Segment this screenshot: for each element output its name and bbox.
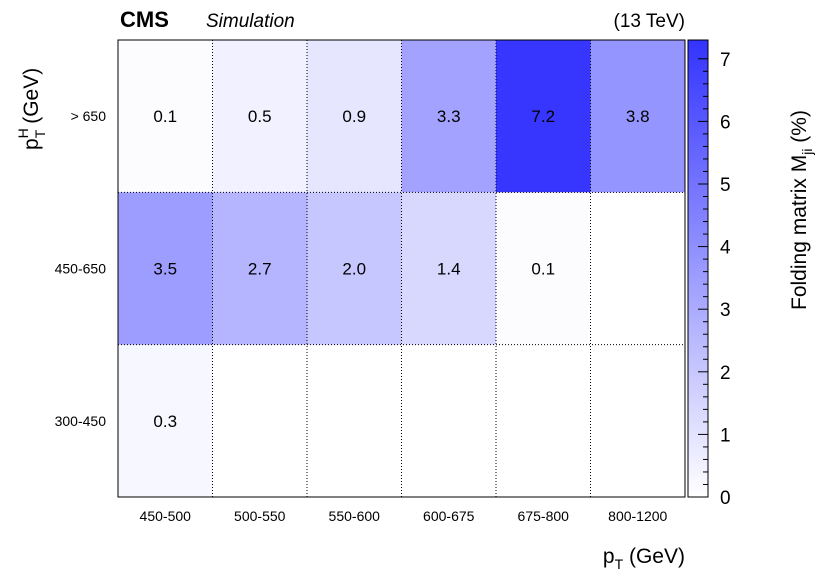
x-tick-label: 800-1200 (608, 508, 667, 524)
x-tick-label: 675-800 (518, 508, 570, 524)
heatmap-cell (118, 344, 213, 497)
x-axis-label: pT (GeV) (603, 545, 685, 572)
heatmap-cell (212, 40, 307, 193)
cell-value-label: 3.3 (437, 107, 461, 126)
heatmap-cell (212, 192, 307, 345)
energy-label: (13 TeV) (614, 11, 685, 32)
cells-layer (118, 40, 685, 497)
colorbar-tick-label: 4 (720, 238, 731, 259)
heatmap-cell (401, 40, 496, 193)
cell-value-label: 3.8 (626, 107, 650, 126)
cell-value-label: 0.5 (248, 107, 272, 126)
y-tick-label: 300-450 (55, 413, 107, 429)
experiment-label: CMS (120, 7, 169, 32)
cell-value-label: 1.4 (437, 260, 461, 279)
cell-value-label: 0.1 (153, 107, 177, 126)
cell-value-label: 3.5 (153, 260, 177, 279)
cell-value-label: 0.1 (531, 260, 555, 279)
colorbar-tick-label: 7 (720, 50, 731, 71)
colorbar-tick-label: 0 (720, 488, 731, 509)
heatmap-cell (307, 192, 402, 345)
cell-value-label: 7.2 (531, 107, 555, 126)
colorbar-tick-label: 2 (720, 363, 731, 384)
colorbar-tick-label: 1 (720, 425, 731, 446)
y-tick-label: 450-650 (55, 261, 107, 277)
heatmap-cell (401, 192, 496, 345)
colorbar-tick-label: 3 (720, 300, 731, 321)
cell-value-label: 2.0 (342, 260, 366, 279)
cell-value-label: 0.3 (153, 412, 177, 431)
plot-frame (117, 39, 686, 498)
heatmap-cell (307, 40, 402, 193)
y-tick-labels: 300-450 450-650 > 650 (55, 108, 107, 429)
colorbar-ticks: 0 1 2 3 4 5 6 7 (698, 50, 731, 509)
subtitle-label: Simulation (206, 11, 295, 32)
colorbar-tick-label: 6 (720, 112, 731, 133)
colorbar-tick-label: 5 (720, 175, 731, 196)
grid-layer (118, 40, 685, 497)
cell-labels-layer: 0.1 0.5 0.9 3.3 7.2 3.8 3.5 2.7 2.0 1.4 0.1 0.3 (153, 107, 649, 431)
heatmap-cell (496, 40, 591, 193)
x-tick-label: 450-500 (140, 508, 192, 524)
heatmap-cell (118, 192, 213, 345)
colorbar-label: Folding matrix Mji (%) (788, 110, 815, 310)
y-tick-label: > 650 (71, 108, 107, 124)
x-tick-labels: 450-500 500-550 550-600 600-675 675-800 800-1… (140, 508, 668, 524)
cell-value-label: 2.7 (248, 260, 272, 279)
x-tick-label: 500-550 (234, 508, 286, 524)
heatmap-cell (590, 40, 685, 193)
x-tick-label: 600-675 (423, 508, 475, 524)
heatmap-cell (118, 40, 213, 193)
x-tick-label: 550-600 (329, 508, 381, 524)
heatmap-cell (496, 192, 591, 345)
y-axis-label: pHT (GeV) (15, 68, 48, 150)
cell-value-label: 0.9 (342, 107, 366, 126)
